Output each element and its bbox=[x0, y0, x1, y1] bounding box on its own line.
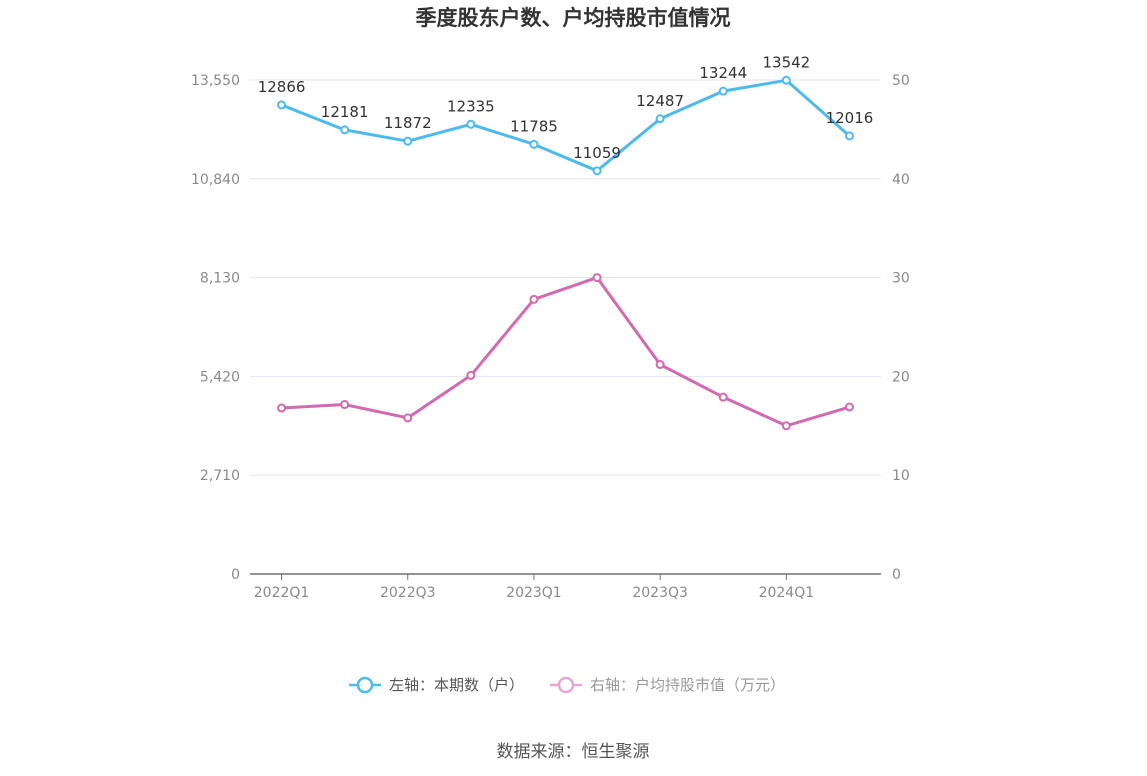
x-tick-label: 2023Q1 bbox=[506, 585, 562, 601]
legend-item-households[interactable]: 左轴：本期数（户） bbox=[349, 676, 524, 694]
series-0-point[interactable] bbox=[844, 131, 854, 141]
series-0-point[interactable] bbox=[718, 86, 728, 96]
series-1-point[interactable] bbox=[844, 402, 854, 412]
right-axis-tick-label: 30 bbox=[892, 271, 910, 287]
series-1-point[interactable] bbox=[340, 400, 350, 410]
data-label: 11059 bbox=[573, 144, 621, 162]
series-0-point[interactable] bbox=[277, 100, 287, 110]
right-axis-tick-label: 10 bbox=[892, 468, 910, 484]
data-label: 12487 bbox=[636, 92, 684, 110]
x-tick-label: 2022Q3 bbox=[380, 585, 436, 601]
series-1-point[interactable] bbox=[529, 294, 539, 304]
data-label: 13244 bbox=[699, 64, 747, 82]
series-1-point[interactable] bbox=[403, 413, 413, 423]
legend-marker-market-value bbox=[557, 676, 575, 694]
x-tick-label: 2023Q3 bbox=[632, 585, 688, 601]
x-axis-ticks: 2022Q1 2022Q3 2023Q1 2023Q3 2024Q1 bbox=[254, 574, 814, 601]
legend-label-households: 左轴：本期数（户） bbox=[389, 676, 524, 694]
data-label: 13542 bbox=[762, 53, 810, 71]
series-1-point[interactable] bbox=[718, 392, 728, 402]
right-axis-tick-label: 20 bbox=[892, 369, 910, 385]
right-axis-ticks: 0 10 20 30 40 50 bbox=[892, 73, 910, 583]
right-axis-tick-label: 50 bbox=[892, 73, 910, 89]
left-axis-tick-label: 10,840 bbox=[191, 172, 240, 188]
grid bbox=[250, 79, 881, 476]
x-tick-label: 2022Q1 bbox=[254, 585, 310, 601]
series-layer: 12866 12181 11872 12335 11785 11059 12487 13244… bbox=[258, 53, 874, 431]
left-axis-ticks: 0 2,710 5,420 8,130 10,840 13,550 bbox=[191, 73, 240, 583]
chart-title: 季度股东户数、户均持股市值情况 bbox=[416, 6, 731, 30]
series-0-point[interactable] bbox=[529, 139, 539, 149]
data-label: 12181 bbox=[321, 103, 369, 121]
series-0-point[interactable] bbox=[592, 166, 602, 176]
data-label: 12335 bbox=[447, 97, 495, 115]
series-1-point[interactable] bbox=[781, 421, 791, 431]
series-0-point[interactable] bbox=[403, 136, 413, 146]
data-label: 12866 bbox=[258, 78, 306, 96]
right-axis-tick-label: 40 bbox=[892, 172, 910, 188]
series-1-point[interactable] bbox=[277, 403, 287, 413]
left-axis-tick-label: 8,130 bbox=[200, 271, 240, 287]
series-line-0 bbox=[280, 78, 851, 173]
left-axis-tick-label: 2,710 bbox=[200, 468, 240, 484]
series-1-point[interactable] bbox=[466, 370, 476, 380]
series-1-point[interactable] bbox=[592, 273, 602, 283]
legend-marker-households bbox=[356, 676, 374, 694]
left-axis-tick-label: 0 bbox=[231, 567, 240, 583]
data-label: 12016 bbox=[826, 109, 874, 127]
source-note: 数据来源：恒生聚源 bbox=[497, 742, 650, 762]
series-1-point[interactable] bbox=[655, 360, 665, 370]
legend[interactable]: 左轴：本期数（户） 右轴：户均持股市值（万元） bbox=[349, 676, 785, 694]
series-0-point[interactable] bbox=[340, 125, 350, 135]
legend-item-market-value[interactable]: 右轴：户均持股市值（万元） bbox=[550, 676, 785, 694]
data-label: 11785 bbox=[510, 117, 558, 135]
series-0-point[interactable] bbox=[781, 75, 791, 85]
data-label: 11872 bbox=[384, 114, 432, 132]
legend-label-market-value: 右轴：户均持股市值（万元） bbox=[590, 676, 785, 694]
left-axis-tick-label: 13,550 bbox=[191, 73, 240, 89]
series-0-point[interactable] bbox=[466, 119, 476, 129]
right-axis-tick-label: 0 bbox=[892, 567, 901, 583]
series-0-point[interactable] bbox=[655, 114, 665, 124]
series-line-1 bbox=[281, 276, 850, 428]
x-tick-label: 2024Q1 bbox=[759, 585, 815, 601]
left-axis-tick-label: 5,420 bbox=[200, 369, 240, 385]
